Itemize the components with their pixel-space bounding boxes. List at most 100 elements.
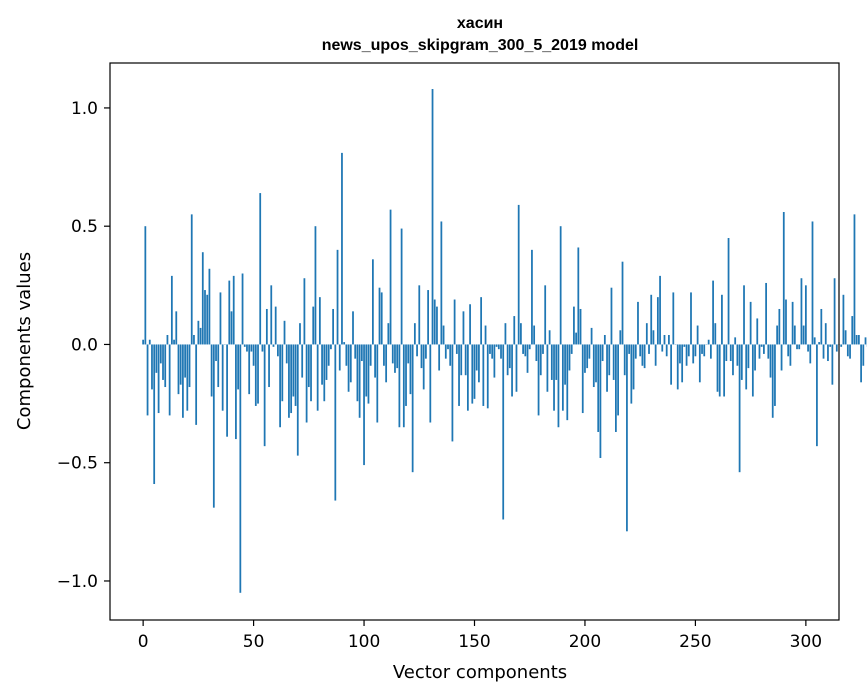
- bar-53: [259, 193, 262, 345]
- chart-title-line2: news_upos_skipgram_300_5_2019 model: [322, 37, 639, 54]
- bar-318: [844, 330, 847, 345]
- bar-175: [528, 344, 531, 350]
- bar-170: [517, 204, 520, 345]
- bar-98: [358, 344, 361, 418]
- bar-62: [279, 344, 281, 428]
- bar-94: [349, 344, 352, 383]
- bar-67: [290, 344, 293, 414]
- bar-290: [782, 212, 785, 345]
- bar-207: [599, 344, 602, 458]
- bar-180: [539, 344, 542, 376]
- bar-75: [307, 344, 310, 388]
- bar-11: [166, 335, 169, 345]
- bar-101: [365, 344, 368, 397]
- x-axis-ticks: 0 50 100 150 200 250 300: [138, 620, 822, 652]
- bar-29: [206, 294, 209, 345]
- bar-288: [778, 308, 781, 345]
- bar-306: [818, 342, 820, 345]
- bar-44: [239, 344, 242, 593]
- bar-230: [650, 294, 653, 345]
- bar-125: [418, 285, 421, 345]
- bar-124: [416, 344, 418, 357]
- bar-280: [760, 344, 763, 347]
- bar-262: [721, 294, 723, 345]
- bar-102: [367, 344, 370, 404]
- bar-220: [628, 344, 631, 354]
- bar-294: [791, 301, 794, 345]
- bar-248: [690, 292, 692, 345]
- bar-50: [252, 344, 255, 366]
- x-tick-label: 0: [138, 632, 149, 652]
- bar-42: [235, 344, 237, 440]
- bar-95: [352, 311, 354, 345]
- bar-113: [391, 344, 394, 364]
- bar-203: [590, 327, 593, 345]
- bar-185: [550, 344, 553, 380]
- bar-16: [177, 344, 180, 395]
- bar-243: [679, 344, 681, 364]
- bar-317: [842, 294, 845, 345]
- bar-3: [148, 339, 151, 345]
- bar-104: [372, 259, 374, 345]
- bar-103: [369, 344, 372, 366]
- bar-111: [387, 323, 390, 345]
- bar-22: [190, 214, 193, 345]
- bar-78: [314, 226, 317, 345]
- bar-73: [303, 278, 306, 345]
- x-tick-label: 150: [458, 632, 490, 652]
- bar-214: [615, 344, 617, 432]
- bar-100: [363, 344, 365, 466]
- bar-257: [709, 344, 712, 359]
- chart-title-line1: хасин: [457, 15, 503, 32]
- bar-200: [584, 344, 586, 373]
- bar-254: [703, 344, 706, 357]
- bar-122: [411, 344, 414, 473]
- bar-211: [608, 344, 611, 376]
- x-tick-label: 100: [348, 632, 380, 652]
- bar-23: [193, 335, 195, 345]
- bar-309: [824, 323, 827, 345]
- bar-269: [736, 344, 739, 366]
- bar-251: [696, 325, 699, 345]
- bar-87: [334, 344, 337, 501]
- bar-130: [429, 344, 432, 423]
- bar-268: [734, 337, 737, 345]
- bar-247: [687, 344, 690, 357]
- bar-322: [853, 214, 856, 345]
- bar-1: [144, 226, 147, 345]
- bar-144: [460, 344, 463, 376]
- bar-91: [343, 342, 346, 345]
- bar-187: [555, 344, 558, 380]
- bar-133: [436, 306, 438, 345]
- bar-296: [796, 344, 798, 350]
- bar-323: [855, 335, 858, 345]
- bar-279: [758, 344, 761, 359]
- bar-239: [670, 344, 672, 385]
- bar-169: [515, 344, 518, 392]
- bar-171: [520, 323, 522, 345]
- bar-300: [804, 285, 807, 345]
- bar-321: [851, 316, 854, 345]
- bar-47: [246, 344, 248, 352]
- bar-45: [241, 273, 244, 345]
- bar-295: [793, 325, 796, 345]
- bar-128: [425, 344, 427, 359]
- bar-136: [442, 325, 445, 345]
- bar-25: [197, 320, 200, 345]
- bar-275: [749, 301, 752, 345]
- bar-145: [462, 311, 465, 345]
- bar-27: [201, 252, 204, 345]
- bar-0: [142, 339, 145, 345]
- bar-2: [146, 344, 149, 416]
- bar-310: [827, 344, 829, 362]
- bar-30: [208, 268, 211, 345]
- bar-222: [632, 344, 635, 390]
- x-axis-label: Vector components: [393, 662, 567, 683]
- bar-217: [621, 261, 624, 345]
- bar-105: [374, 344, 376, 378]
- bar-205: [595, 344, 597, 383]
- bar-132: [433, 299, 436, 345]
- bar-244: [681, 344, 684, 383]
- bar-77: [312, 306, 315, 345]
- bar-5: [153, 344, 156, 485]
